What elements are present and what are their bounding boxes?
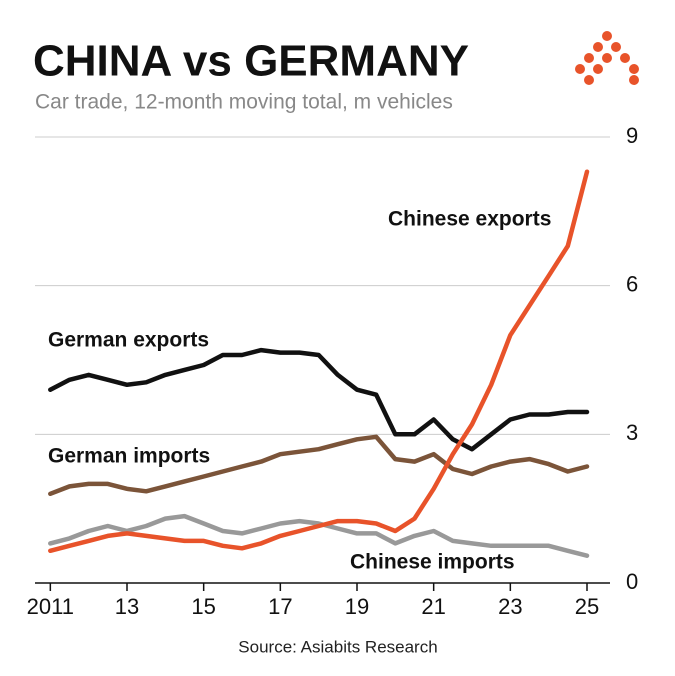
y-tick-label: 3: [626, 420, 638, 445]
source: Source: Asiabits Research: [238, 637, 437, 656]
y-tick-label: 6: [626, 271, 638, 296]
series-label: German imports: [48, 445, 210, 468]
series-label: Chinese imports: [350, 551, 515, 574]
x-tick-label: 15: [191, 594, 215, 619]
x-tick-label: 2011: [27, 594, 74, 619]
y-tick-label: 9: [626, 123, 638, 148]
series-label: Chinese exports: [388, 208, 551, 231]
series-line: [48, 347, 590, 452]
x-tick-label: 21: [421, 594, 445, 619]
x-tick-label: 13: [115, 594, 139, 619]
series-line: [48, 169, 590, 554]
chart-subtitle: Car trade, 12-month moving total, m vehi…: [35, 91, 453, 114]
series-line: [48, 513, 590, 558]
chart-title: CHINA vs GERMANY: [33, 37, 469, 86]
x-tick-label: 25: [575, 594, 599, 619]
y-tick-label: 0: [626, 569, 638, 594]
series-line: [48, 434, 590, 497]
logo: [575, 31, 639, 85]
x-tick-label: 17: [268, 594, 292, 619]
x-tick-label: 19: [345, 594, 369, 619]
series-label: German exports: [48, 329, 209, 352]
x-tick-label: 23: [498, 594, 522, 619]
